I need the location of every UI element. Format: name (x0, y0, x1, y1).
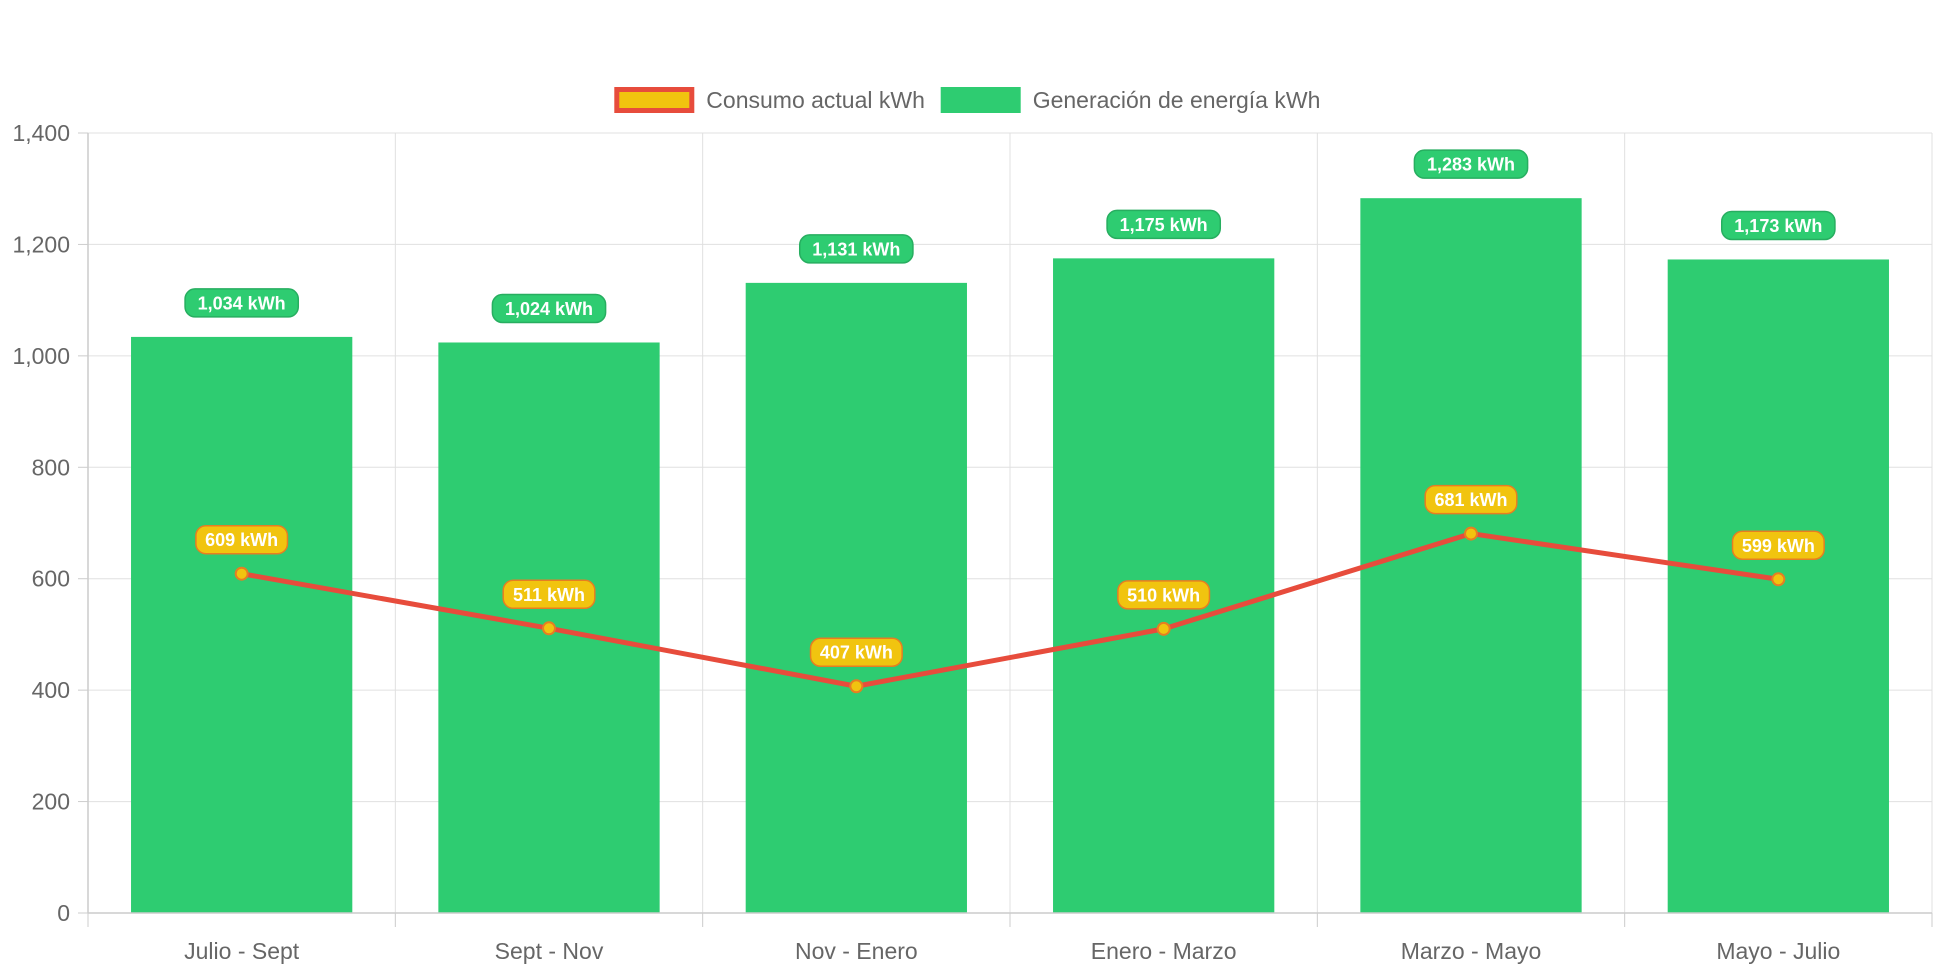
x-tick-label: Julio - Sept (184, 938, 300, 964)
data-label-box (491, 293, 607, 324)
data-label: 511 kWh (513, 585, 585, 605)
legend-label-consumo: Consumo actual kWh (706, 87, 925, 113)
line-point (234, 566, 249, 581)
legend-swatch-generacion (940, 87, 1021, 113)
y-tick-label: 1,400 (12, 120, 70, 146)
data-label-box (1117, 580, 1211, 610)
data-label-box (195, 524, 289, 555)
data-label: 407 kWh (820, 643, 893, 663)
y-tick-label: 1,200 (12, 231, 70, 257)
data-label: 1,131 kWh (812, 239, 900, 259)
legend-swatch-consumo (614, 87, 695, 113)
data-label: 1,024 kWh (505, 299, 593, 319)
data-label-box (502, 579, 596, 610)
y-tick-label: 400 (32, 677, 70, 703)
data-label-box (1720, 210, 1836, 241)
line-point (1771, 572, 1786, 587)
y-tick-label: 0 (57, 900, 70, 926)
series-line (239, 531, 1781, 689)
data-label: 1,034 kWh (198, 293, 286, 313)
data-label-box (1424, 484, 1518, 515)
data-label-box (1413, 149, 1529, 179)
x-tick-label: Nov - Enero (795, 938, 918, 964)
bar (745, 282, 967, 913)
line-point (1464, 526, 1478, 541)
legend-label-generacion: Generación de energía kWh (1033, 87, 1321, 113)
axes: 0 200 400 600 800 1,000 1,200 1,400 Julio - Sept… (12, 120, 1933, 964)
x-tick-label: Sept - Nov (495, 938, 604, 964)
y-tick-label: 200 (32, 789, 70, 815)
x-tick-label: Enero - Marzo (1091, 938, 1237, 964)
line-point (1156, 621, 1171, 636)
legend: Consumo actual kWh Generación de energía … (614, 87, 1321, 113)
y-tick-label: 800 (32, 454, 70, 480)
data-label: 599 kWh (1742, 536, 1815, 556)
bar-series (131, 198, 1889, 913)
data-label: 1,175 kWh (1120, 215, 1208, 235)
data-label-box (1106, 209, 1222, 240)
data-label-box (798, 234, 914, 264)
data-label: 681 kWh (1434, 490, 1507, 510)
data-label-box (1731, 530, 1825, 561)
data-label: 510 kWh (1127, 585, 1200, 605)
grid-lines (87, 132, 1933, 914)
data-label: 609 kWh (205, 530, 278, 550)
data-labels: 1,034 kWh 1,024 kWh 1,131 kWh 1,175 kWh 1,28… (184, 149, 1836, 667)
data-label: 1,173 kWh (1734, 216, 1822, 236)
data-label: 1,283 kWh (1427, 155, 1515, 175)
line-series (234, 526, 1786, 694)
data-label-box (809, 637, 903, 667)
x-tick-label: Marzo - Mayo (1401, 938, 1542, 964)
y-tick-label: 600 (32, 566, 70, 592)
bar (131, 336, 353, 913)
x-tick-label: Mayo - Julio (1716, 938, 1840, 964)
y-tick-label: 1,000 (12, 343, 70, 369)
line-point (849, 679, 864, 694)
data-label-box (184, 288, 300, 318)
line-point (542, 621, 556, 636)
